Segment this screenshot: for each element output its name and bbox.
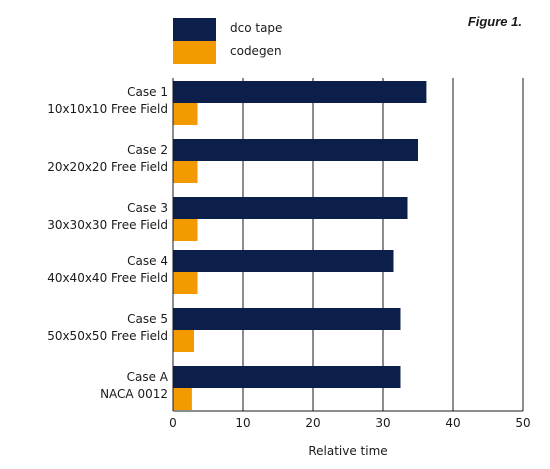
category-label-case-5: Case 5 50x50x50 Free Field xyxy=(47,311,168,345)
category-label-line2: 20x20x20 Free Field xyxy=(47,160,168,174)
bar-codegen xyxy=(173,161,198,183)
category-label-case-a: Case A NACA 0012 xyxy=(100,369,168,403)
category-label-case-1: Case 1 10x10x10 Free Field xyxy=(47,84,168,118)
legend-label-dco-tape: dco tape xyxy=(230,21,283,35)
bar-codegen xyxy=(173,103,198,125)
bar-dco-tape xyxy=(173,308,401,330)
legend-swatch-codegen xyxy=(173,41,216,64)
bar-dco-tape xyxy=(173,366,401,388)
category-label-line1: Case 3 xyxy=(127,201,168,215)
x-tick-label: 40 xyxy=(445,416,461,430)
category-label-case-3: Case 3 30x30x30 Free Field xyxy=(47,200,168,234)
x-tick-label: 20 xyxy=(305,416,321,430)
category-label-line2: NACA 0012 xyxy=(100,387,168,401)
x-tick-label: 30 xyxy=(375,416,391,430)
bar-codegen xyxy=(173,219,198,241)
category-label-line1: Case 4 xyxy=(127,254,168,268)
category-label-line1: Case 5 xyxy=(127,312,168,326)
bar-codegen xyxy=(173,330,194,352)
category-label-line2: 30x30x30 Free Field xyxy=(47,218,168,232)
bar-dco-tape xyxy=(173,250,394,272)
x-tick-label: 10 xyxy=(235,416,251,430)
category-label-case-4: Case 4 40x40x40 Free Field xyxy=(47,253,168,287)
category-label-line1: Case 1 xyxy=(127,85,168,99)
legend-swatch-dco-tape xyxy=(173,18,216,41)
x-tick-label: 50 xyxy=(515,416,531,430)
bar-dco-tape xyxy=(173,81,427,103)
legend-label-codegen: codegen xyxy=(230,44,282,58)
category-label-line1: Case 2 xyxy=(127,143,168,157)
category-label-case-2: Case 2 20x20x20 Free Field xyxy=(47,142,168,176)
figure-label: Figure 1. xyxy=(467,14,522,29)
category-label-line2: 40x40x40 Free Field xyxy=(47,271,168,285)
x-axis-title: Relative time xyxy=(308,444,388,458)
category-label-line1: Case A xyxy=(126,370,168,384)
bar-codegen xyxy=(173,388,192,410)
bar-codegen xyxy=(173,272,198,294)
bar-dco-tape xyxy=(173,197,408,219)
category-label-line2: 10x10x10 Free Field xyxy=(47,102,168,116)
bar-dco-tape xyxy=(173,139,418,161)
category-label-line2: 50x50x50 Free Field xyxy=(47,329,168,343)
x-tick-label: 0 xyxy=(169,416,177,430)
